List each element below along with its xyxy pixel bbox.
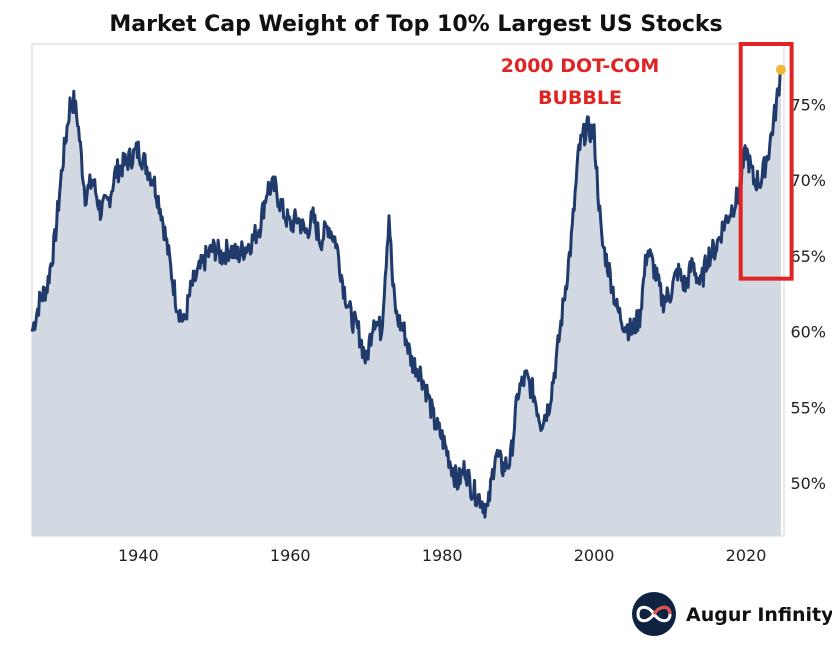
x-tick-label: 1980: [422, 546, 463, 565]
x-tick-label: 1940: [118, 546, 159, 565]
infinity-logo-icon: [632, 592, 676, 636]
last-point-marker: [775, 64, 786, 75]
annotation-line-2: BUBBLE: [538, 87, 622, 109]
highlight-box: [738, 42, 794, 281]
x-tick-label: 1960: [270, 546, 311, 565]
y-tick-label: 75%: [790, 96, 826, 115]
y-axis-ticks: 50% 55% 60% 65% 70% 75%: [790, 96, 826, 493]
series-line: [30, 69, 783, 519]
area-fill: [32, 69, 781, 536]
y-tick-label: 50%: [790, 474, 826, 493]
x-tick-label: 2020: [726, 546, 767, 565]
y-tick-label: 65%: [790, 247, 826, 266]
y-tick-label: 60%: [790, 323, 826, 342]
chart-title: Market Cap Weight of Top 10% Largest US …: [109, 12, 722, 37]
y-tick-label: 55%: [790, 398, 826, 417]
x-axis-ticks: 1940 1960 1980 2000 2020: [118, 546, 766, 565]
y-tick-label: 70%: [790, 171, 826, 190]
brand-name: Augur Infinity: [686, 604, 832, 626]
x-tick-label: 2000: [574, 546, 615, 565]
annotation-line-1: 2000 DOT-COM: [501, 55, 659, 77]
